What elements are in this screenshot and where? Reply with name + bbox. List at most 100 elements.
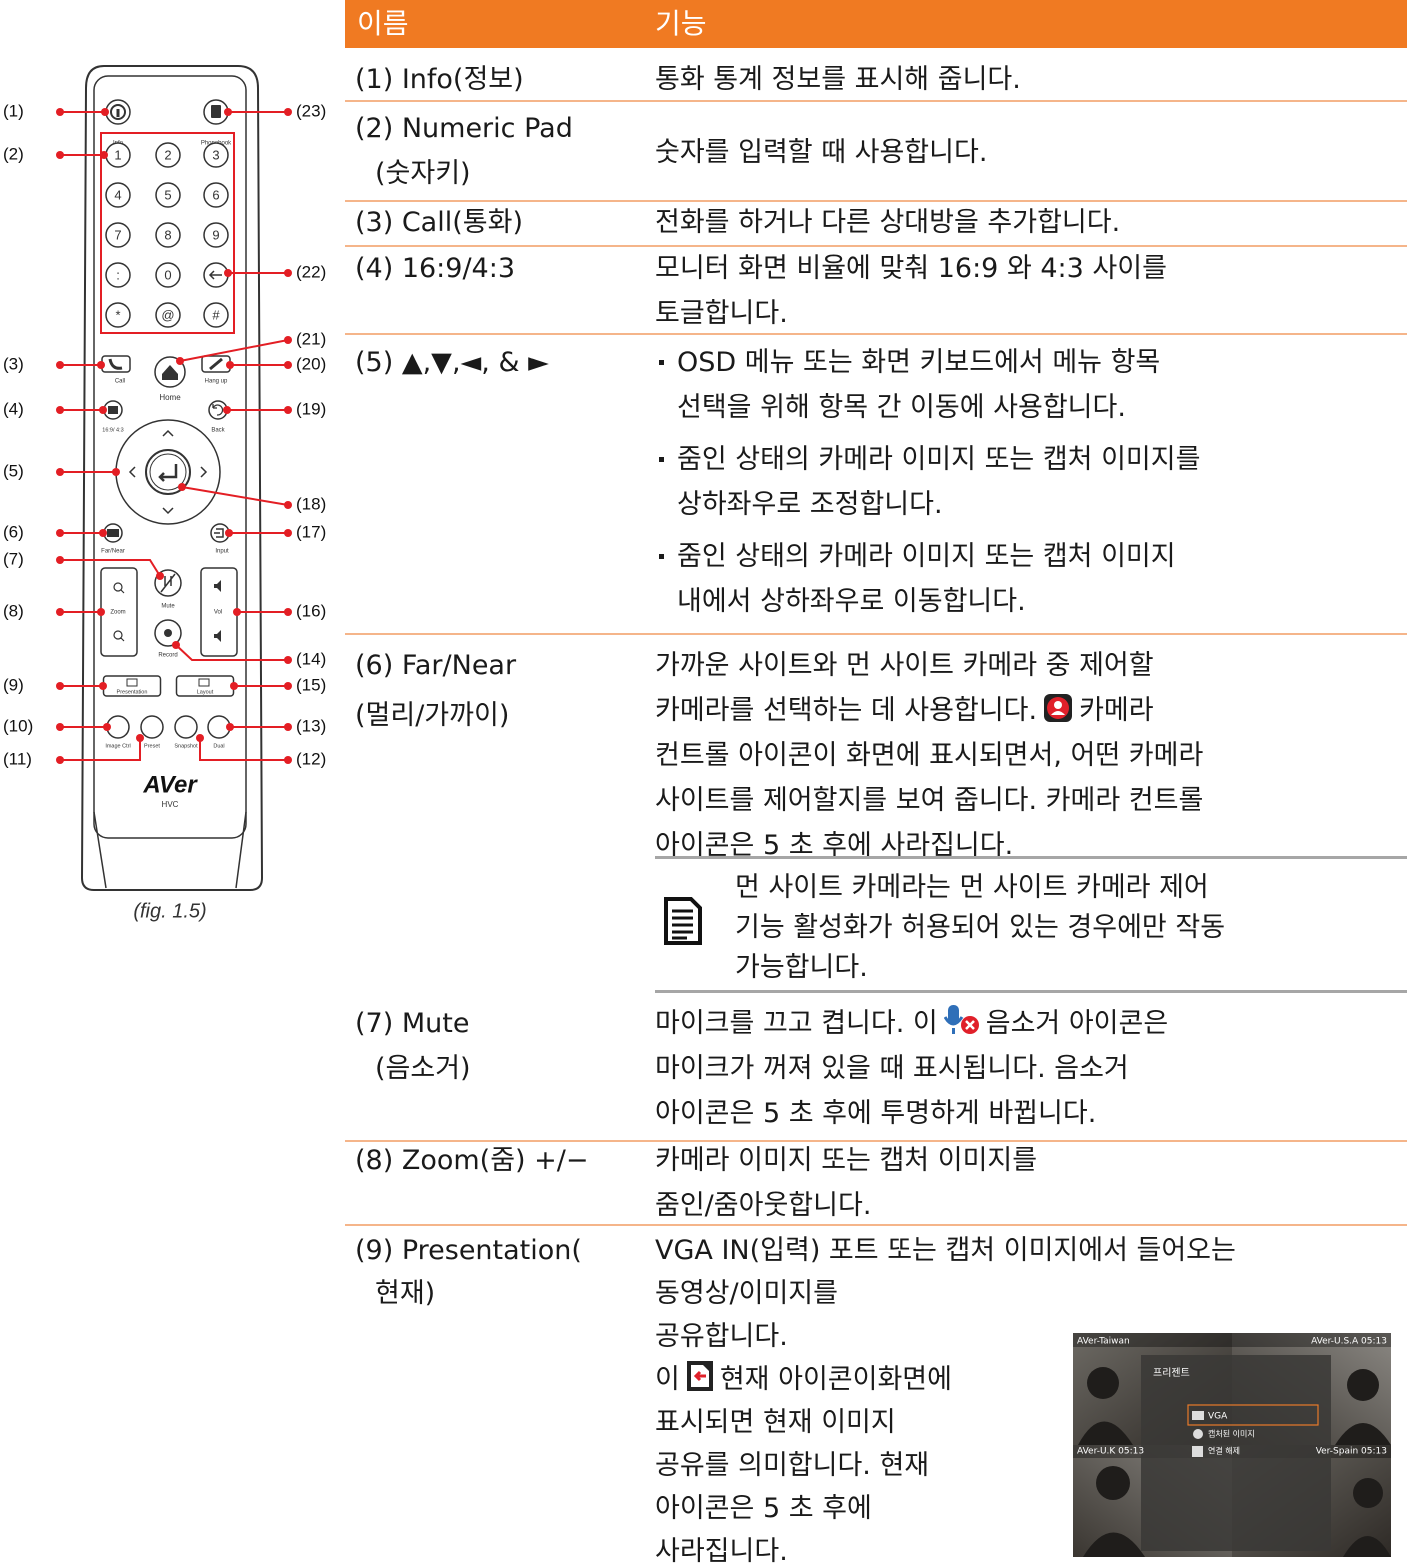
callout-dot xyxy=(56,756,64,764)
text-line: 동영상/이미지를 xyxy=(655,1278,838,1309)
text-line: 줌인/줌아웃합니다. xyxy=(655,1190,872,1221)
callout-dot xyxy=(56,682,64,690)
text-line: 먼 사이트 카메라는 먼 사이트 카메라 제어 xyxy=(735,872,1209,903)
farnear-glyph xyxy=(107,529,119,537)
button-label: Vol xyxy=(214,610,222,616)
site-label: AVer-Taiwan xyxy=(1077,1337,1130,1347)
text-line: 마이크가 꺼져 있을 때 표시됩니다. 음소거 xyxy=(655,1053,1129,1084)
osd-menu xyxy=(1141,1355,1331,1551)
callout-label: (13) xyxy=(296,716,326,735)
home-glyph xyxy=(162,365,178,380)
row-function: VGA IN(입력) 포트 또는 캡처 이미지에서 들어오는 동영상/이미지를 … xyxy=(655,1229,1405,1565)
note-text: 먼 사이트 카메라는 먼 사이트 카메라 제어 기능 활성화가 허용되어 있는 … xyxy=(735,868,1225,988)
callout-label: (20) xyxy=(296,354,326,373)
remote-face xyxy=(93,75,247,839)
button-label: Call xyxy=(115,379,125,385)
text-line: 이 현재 아이콘이화면에 xyxy=(655,1358,1405,1401)
text-line: 기능 활성화가 허용되어 있는 경우에만 작동 xyxy=(735,912,1226,943)
menu-title: 프리젠트 xyxy=(1153,1367,1190,1379)
text-line: 선택을 위해 항목 간 이동에 사용합니다. xyxy=(677,392,1126,423)
row-name: (2) Numeric Pad (숫자키) xyxy=(355,106,655,196)
keypad-frame xyxy=(100,132,235,334)
callout-dot xyxy=(56,151,64,159)
enter-button xyxy=(149,453,187,491)
camera-control-icon xyxy=(1044,694,1073,722)
enter-button xyxy=(145,449,191,495)
callout-label: (18) xyxy=(296,494,326,513)
remote-button xyxy=(105,182,131,208)
bullet-item: 줌인 상태의 카메라 이미지 또는 캡처 이미지를 상하좌우로 조정합니다. xyxy=(655,437,1405,527)
text-line: 마이크를 끄고 켭니다. 이 음소거 아이콘은 xyxy=(655,1001,1405,1046)
text-line: 아이콘은 5 초 후에 사라집니다. xyxy=(655,830,1014,861)
callout-dot xyxy=(224,269,232,277)
callout-label: (5) xyxy=(3,461,24,480)
button-label: Layout xyxy=(197,689,214,695)
row-name: (9) Presentation(현재) xyxy=(355,1229,655,1315)
text-line: (8) Zoom(줌) +/− xyxy=(355,1145,589,1176)
row-name: (5) ▲,▼,◄, & ► xyxy=(355,340,655,385)
callout-dot xyxy=(224,108,232,116)
text-line: 컨트롤 아이콘이 화면에 표시되면서, 어떤 카메라 xyxy=(655,740,1204,771)
callout-label: (12) xyxy=(296,749,326,768)
note-rule xyxy=(655,990,1407,993)
presentation-glyph xyxy=(126,678,138,687)
button-label: Zoom xyxy=(110,610,125,616)
callout-dot xyxy=(156,572,164,580)
key-label: 4 xyxy=(114,187,121,202)
text-line: 사이트를 제어할지를 보여 줍니다. 카메라 컨트롤 xyxy=(655,785,1204,816)
button-label: Far/Near xyxy=(101,549,125,555)
aspect-glyph xyxy=(108,406,118,414)
bullet-item: OSD 메뉴 또는 화면 키보드에서 메뉴 항목 선택을 위해 항목 간 이동에 … xyxy=(655,340,1405,430)
callout-dot xyxy=(223,406,231,414)
back-glyph xyxy=(208,270,222,280)
row-separator xyxy=(345,633,1407,635)
callout-dot xyxy=(136,734,144,742)
button-label: Presentation xyxy=(117,689,148,695)
key-label: : xyxy=(116,267,120,282)
row-separator xyxy=(345,245,1407,247)
callout-line xyxy=(181,486,289,506)
remote-button xyxy=(174,715,198,739)
row-function: 모니터 화면 비율에 맞춰 16:9 와 4:3 사이를 토글합니다. xyxy=(655,246,1405,336)
text-segment: 음소거 아이콘은 xyxy=(985,1008,1169,1039)
remote-button xyxy=(203,302,229,328)
text-line: 공유합니다. xyxy=(655,1321,788,1352)
callout-dot xyxy=(284,529,292,537)
button-label: Hang up xyxy=(205,379,228,385)
text-line: 카메라를 선택하는 데 사용합니다. 카메라 xyxy=(655,688,1405,733)
row-separator xyxy=(345,200,1407,202)
key-label: 2 xyxy=(164,147,171,162)
remote-button xyxy=(155,262,181,288)
callout-label: (16) xyxy=(296,601,326,620)
note-icon xyxy=(664,897,702,945)
table-header: 이름 기능 xyxy=(345,0,1407,48)
callout-dot xyxy=(284,608,292,616)
text-line: 카메라 이미지 또는 캡처 이미지를 xyxy=(655,1145,1038,1176)
remote-button xyxy=(155,142,181,168)
callout-dot xyxy=(284,361,292,369)
row-function: 마이크를 끄고 켭니다. 이 음소거 아이콘은 마이크가 꺼져 있을 때 표시됩니… xyxy=(655,1001,1405,1136)
callout-dot xyxy=(284,756,292,764)
button-label: Back xyxy=(211,428,225,434)
text-line: 사라집니다. xyxy=(655,1536,788,1565)
callout-dot xyxy=(284,336,292,344)
key-label: 8 xyxy=(164,227,171,242)
callout-dot xyxy=(97,608,105,616)
text-line: (1) Info(정보) xyxy=(355,64,524,95)
menu-item: 연결 해제 xyxy=(1208,1446,1240,1456)
callout-label: (19) xyxy=(296,399,326,418)
row-name: (1) Info(정보) xyxy=(355,57,655,102)
row-separator xyxy=(345,1224,1407,1226)
menu-item: 캡처된 이미지 xyxy=(1208,1429,1255,1439)
text-line: 전화를 하거나 다른 상대방을 추가합니다. xyxy=(655,207,1121,238)
row-function: OSD 메뉴 또는 화면 키보드에서 메뉴 항목 선택을 위해 항목 간 이동에 … xyxy=(655,340,1405,631)
row-function: 가까운 사이트와 먼 사이트 카메라 중 제어할 카메라를 선택하는 데 사용합… xyxy=(655,643,1405,868)
text-line: (3) Call(통화) xyxy=(355,207,523,238)
people xyxy=(1078,1367,1391,1557)
text-line: 공유를 의미합니다. 현재 xyxy=(655,1450,930,1481)
callout-dot xyxy=(56,529,64,537)
menu-item: VGA xyxy=(1208,1412,1228,1422)
button-label: Dual xyxy=(213,743,224,749)
text-line: (음소거) xyxy=(375,1053,471,1084)
text-segment: 카메라를 선택하는 데 사용합니다. xyxy=(655,695,1038,726)
